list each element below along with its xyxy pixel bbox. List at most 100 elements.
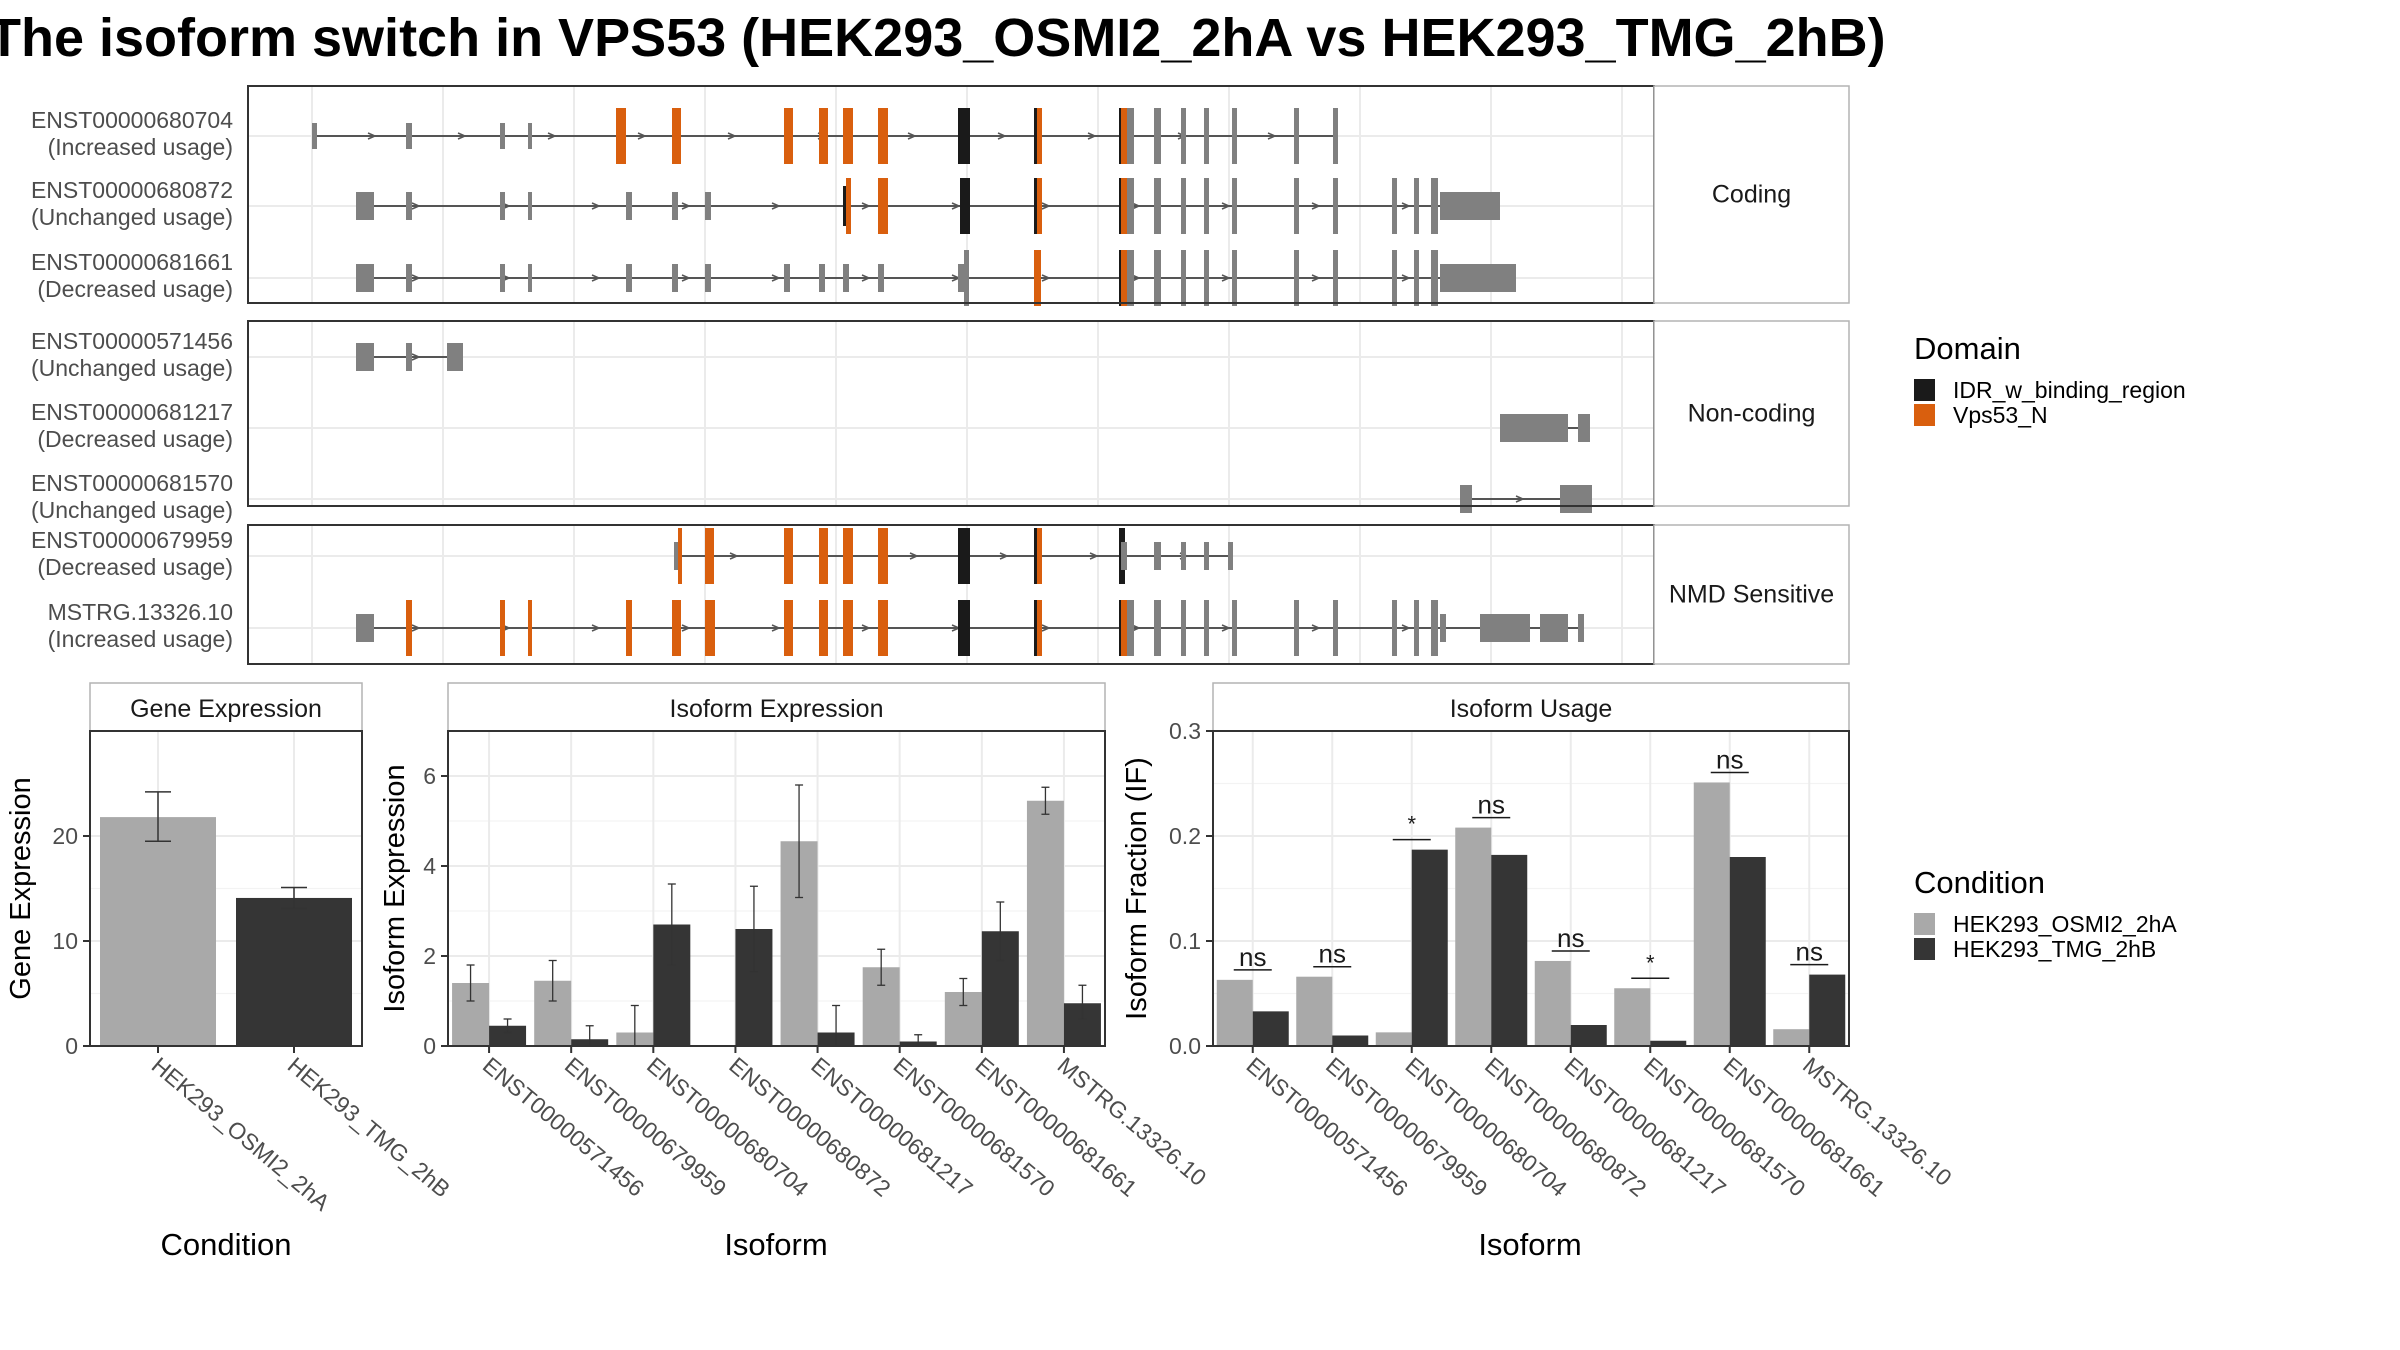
exon: [843, 186, 847, 226]
arrow-icon: [861, 274, 871, 282]
arrow-icon: [861, 202, 871, 210]
exon: [528, 192, 532, 220]
exon: [1121, 600, 1130, 656]
exon: [878, 108, 888, 164]
exon: [1578, 614, 1584, 642]
exon: [1204, 108, 1209, 164]
transcript-usage-label: (Increased usage): [48, 626, 233, 652]
chart-title: Isoform Expression: [670, 695, 884, 723]
arrow-icon: [909, 552, 919, 560]
arrow-icon: [771, 202, 781, 210]
arrow-icon: [367, 132, 377, 140]
exon: [1333, 250, 1338, 306]
exon: [1154, 108, 1161, 164]
exon: [1181, 178, 1186, 234]
legend-swatch: [1914, 938, 1935, 960]
exon: [1480, 614, 1530, 642]
transcript-track: [1460, 485, 1592, 513]
exon: [1578, 414, 1590, 442]
exon: [500, 600, 505, 656]
exon: [1294, 250, 1299, 306]
bar: [1729, 857, 1766, 1046]
exon: [674, 542, 680, 570]
exon: [616, 108, 626, 164]
y-tick-label: 20: [52, 823, 78, 849]
significance-label: ns: [1478, 790, 1505, 820]
exon: [1127, 250, 1134, 306]
transcript-structure-panel: ENST00000680704(Increased usage)ENST0000…: [31, 85, 1850, 665]
exon: [1232, 600, 1237, 656]
exon: [1431, 250, 1438, 306]
transcript-usage-label: (Decreased usage): [37, 276, 233, 302]
exon: [1500, 414, 1568, 442]
exon: [447, 343, 463, 371]
exon: [672, 192, 678, 220]
structure-panel-bg: [248, 525, 1654, 664]
exon: [406, 123, 412, 149]
exon: [1228, 542, 1233, 570]
legend-title: Domain: [1914, 331, 2021, 366]
exon: [1414, 600, 1419, 656]
arrow-icon: [1089, 552, 1099, 560]
exon: [784, 528, 793, 584]
exon: [1181, 600, 1186, 656]
exon: [500, 192, 505, 220]
exon: [705, 264, 711, 292]
y-axis-title: Isoform Expression: [379, 764, 411, 1012]
transcript-usage-label: (Increased usage): [48, 134, 233, 160]
bar: [1809, 974, 1846, 1046]
exon: [1392, 600, 1397, 656]
exon: [1204, 600, 1209, 656]
exon: [878, 600, 888, 656]
transcript-usage-label: (Unchanged usage): [31, 204, 233, 230]
exon: [678, 528, 682, 584]
exon: [406, 192, 412, 220]
y-tick-label: 0.0: [1169, 1033, 1201, 1059]
structure-panel-bg: [248, 321, 1654, 506]
exon: [1440, 614, 1446, 642]
exon: [705, 528, 714, 584]
structure-group-nmd-sensitive: ENST00000679959(Decreased usage) MSTRG.13…: [31, 524, 1850, 665]
exon: [843, 528, 853, 584]
arrow-icon: [1401, 624, 1411, 632]
arrow-icon: [1401, 274, 1411, 282]
exon: [819, 264, 825, 292]
y-tick-label: 2: [423, 943, 436, 969]
bar: [236, 897, 352, 1046]
exon: [1460, 485, 1472, 513]
exon: [1121, 178, 1130, 234]
exon: [356, 192, 374, 220]
exon: [705, 600, 715, 656]
arrow-icon: [727, 132, 737, 140]
exon: [846, 178, 851, 234]
exon: [843, 264, 849, 292]
bar: [1296, 976, 1333, 1046]
arrow-icon: [1401, 202, 1411, 210]
facet-strip: [1653, 85, 1850, 304]
exon: [1431, 178, 1438, 234]
bar: [1026, 800, 1064, 1046]
y-tick-label: 0: [65, 1033, 78, 1059]
transcript-track: [356, 600, 1584, 656]
exon: [406, 343, 412, 371]
facet-strip-label: NMD Sensitive: [1669, 581, 1834, 609]
significance-label: ns: [1319, 939, 1346, 969]
arrow-icon: [1131, 274, 1141, 282]
arrow-icon: [411, 624, 421, 632]
exon: [819, 108, 828, 164]
structure-group-non-coding: ENST00000571456(Unchanged usage)ENST0000…: [31, 320, 1850, 523]
exon: [1154, 178, 1161, 234]
exon: [1392, 250, 1397, 306]
exon: [672, 264, 678, 292]
legend-label: Vps53_N: [1953, 402, 2048, 428]
bar: [1650, 1040, 1687, 1046]
transcript-track: [312, 108, 1338, 164]
y-tick-label: 0.2: [1169, 823, 1201, 849]
arrow-icon: [681, 202, 691, 210]
exon: [528, 264, 532, 292]
exon: [1392, 178, 1397, 234]
